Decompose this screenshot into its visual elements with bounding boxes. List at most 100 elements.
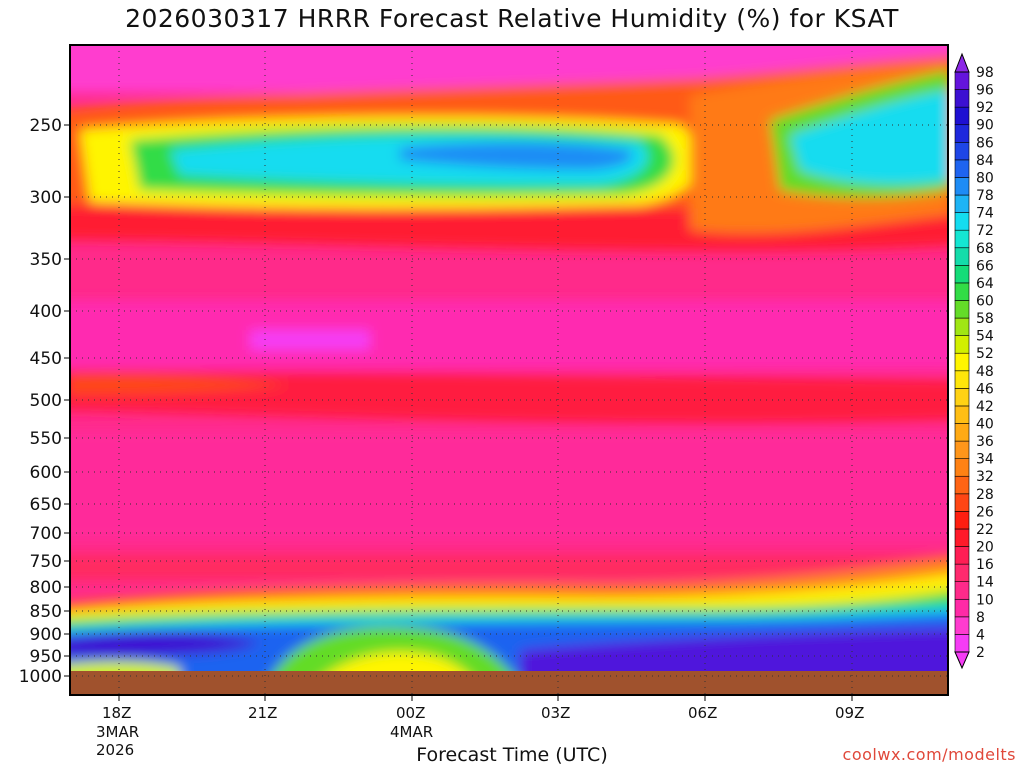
- humidity-field: [70, 45, 948, 695]
- field-blue-core-upper: [400, 142, 633, 170]
- colorbar-label: 84: [976, 153, 994, 169]
- colorbar-label: 34: [976, 452, 994, 468]
- colorbar-label: 20: [976, 540, 994, 556]
- colorbar-box: [954, 511, 970, 530]
- colorbar-box: [954, 265, 970, 284]
- x-tick-label: 09Z: [835, 704, 864, 722]
- colorbar-box: [954, 528, 970, 547]
- x-tick-03z: 03Z: [541, 695, 570, 722]
- colorbar-box: [954, 89, 970, 108]
- colorbar-label: 80: [976, 170, 994, 186]
- x-tick-00z: 00Z 4MAR: [390, 695, 433, 741]
- colorbar-min-arrow: [954, 651, 970, 670]
- ground-fill: [70, 671, 948, 695]
- colorbar-box: [954, 106, 970, 126]
- y-tick-750: 750: [30, 552, 70, 572]
- y-tick-650: 650: [30, 495, 70, 515]
- field-right-cyan: [790, 90, 948, 185]
- y-tick-300: 300: [30, 188, 70, 208]
- x-tick-date: 3MAR: [96, 723, 139, 741]
- colorbar-label: 4: [976, 627, 985, 643]
- colorbar-box: [954, 159, 970, 178]
- colorbar-label: 86: [976, 135, 994, 151]
- field-violet-lower-left: [70, 632, 260, 657]
- y-tick-550: 550: [30, 429, 70, 449]
- colorbar-box: [954, 563, 970, 582]
- colorbar-label: 42: [976, 399, 994, 415]
- y-tick-label: 400: [30, 302, 62, 322]
- chart-title: 2026030317 HRRR Forecast Relative Humidi…: [125, 4, 899, 33]
- colorbar-label: 96: [976, 83, 994, 99]
- x-tick-09z: 09Z: [835, 695, 864, 722]
- colorbar-label: 8: [976, 610, 985, 626]
- y-tick-label: 750: [30, 552, 62, 572]
- y-tick-label: 350: [30, 250, 62, 270]
- colorbar-box: [954, 124, 970, 143]
- y-tick-label: 800: [30, 578, 62, 598]
- colorbar-label: 40: [976, 417, 994, 433]
- colorbar-box: [954, 423, 970, 442]
- y-tick-label: 1000: [19, 667, 62, 687]
- colorbar-box: [954, 194, 970, 213]
- field-bright-magenta-spot: [250, 330, 370, 350]
- colorbar-box: [954, 142, 970, 161]
- x-tick-label: 00Z: [396, 704, 425, 722]
- y-tick-label: 850: [30, 602, 62, 622]
- y-tick-label: 500: [30, 391, 62, 411]
- colorbar-box: [954, 282, 970, 301]
- colorbar-label: 92: [976, 100, 994, 116]
- field-magenta-mid: [70, 300, 948, 370]
- y-tick-450: 450: [30, 349, 70, 369]
- y-tick-850: 850: [30, 602, 70, 622]
- colorbar-box: [954, 317, 970, 336]
- colorbar-label: 28: [976, 487, 994, 503]
- y-tick-label: 900: [30, 625, 62, 645]
- colorbar-label: 52: [976, 346, 994, 362]
- y-tick-700: 700: [30, 524, 70, 544]
- field-orange-500-streak: [70, 374, 290, 395]
- x-tick-18z: 18Z 3MAR 2026: [96, 695, 139, 759]
- grid-lines: [70, 45, 948, 695]
- y-tick-label: 950: [30, 647, 62, 667]
- colorbar-box: [954, 598, 970, 618]
- colorbar-box: [954, 352, 970, 372]
- colorbar-label: 74: [976, 206, 994, 222]
- y-tick-900: 900: [30, 625, 70, 645]
- colorbar-label: 78: [976, 188, 994, 204]
- colorbar-label: 16: [976, 557, 994, 573]
- colorbar-label: 66: [976, 258, 994, 274]
- colorbar-box: [954, 177, 970, 196]
- y-tick-250: 250: [30, 116, 70, 136]
- source-credit: coolwx.com/modelts: [842, 745, 1016, 764]
- colorbar-box: [954, 581, 970, 600]
- colorbar-label: 36: [976, 434, 994, 450]
- y-tick-400: 400: [30, 302, 70, 322]
- y-tick-label: 450: [30, 349, 62, 369]
- field-red-500-layer: [70, 370, 948, 424]
- colorbar-box: [954, 229, 970, 249]
- colorbar-label: 98: [976, 65, 994, 81]
- plot-frame: [69, 44, 949, 696]
- colorbar-max-arrow: [954, 52, 970, 73]
- x-axis-label: Forecast Time (UTC): [416, 744, 608, 766]
- x-tick-label: 06Z: [688, 704, 717, 722]
- y-tick-label: 650: [30, 495, 62, 515]
- colorbar-box: [954, 370, 970, 389]
- x-tick-label: 03Z: [541, 704, 570, 722]
- colorbar-box: [954, 458, 970, 477]
- colorbar-label: 10: [976, 592, 994, 608]
- colorbar-label: 14: [976, 575, 994, 591]
- colorbar-box: [954, 247, 970, 266]
- y-tick-950: 950: [30, 647, 70, 667]
- colorbar-label: 58: [976, 311, 994, 327]
- colorbar-label: 46: [976, 381, 994, 397]
- colorbar-label: 64: [976, 276, 994, 292]
- x-tick-year: 2026: [96, 741, 134, 759]
- colorbar-label: 48: [976, 364, 994, 380]
- colorbar-box: [954, 405, 970, 424]
- x-tick-06z: 06Z: [688, 695, 717, 722]
- y-tick-500: 500: [30, 391, 70, 411]
- colorbar-label: 68: [976, 241, 994, 257]
- colorbar-box: [954, 388, 970, 407]
